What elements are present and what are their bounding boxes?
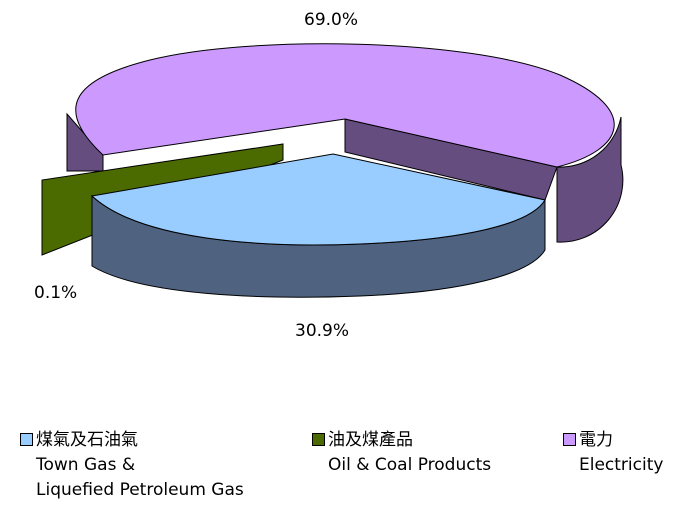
legend-label-en: Electricity	[579, 455, 664, 475]
town-gas-top	[90, 153, 546, 246]
legend-item-electricity: 電力 Electricity	[563, 428, 663, 478]
electricity-side-right	[556, 116, 624, 243]
legend-label-zh: 油及煤產品	[328, 430, 413, 450]
legend-swatch-electricity	[563, 433, 576, 446]
legend-swatch-town-gas	[20, 433, 33, 446]
legend-label-zh: 電力	[579, 430, 613, 450]
legend-item-town-gas: 煤氣及石油氣 Town Gas & Liquefied Petroleum Ga…	[20, 428, 244, 503]
legend-item-oil-coal: 油及煤產品 Oil & Coal Products	[312, 428, 491, 478]
legend-label-en: Town Gas &	[36, 455, 136, 475]
legend-label-en: Oil & Coal Products	[328, 455, 492, 475]
legend-label-en-2: Liquefied Petroleum Gas	[36, 480, 244, 500]
pie-chart	[41, 43, 624, 298]
pie-slice-electricity	[66, 43, 624, 243]
oil-coal-value-label: 0.1%	[34, 283, 78, 303]
legend-label-zh: 煤氣及石油氣	[36, 430, 138, 450]
electricity-value-label: 69.0%	[304, 10, 359, 30]
electricity-top	[75, 43, 615, 168]
town-gas-value-label: 30.9%	[295, 321, 350, 341]
legend-swatch-oil-coal	[312, 433, 325, 446]
pie-slice-town-gas	[90, 153, 546, 298]
